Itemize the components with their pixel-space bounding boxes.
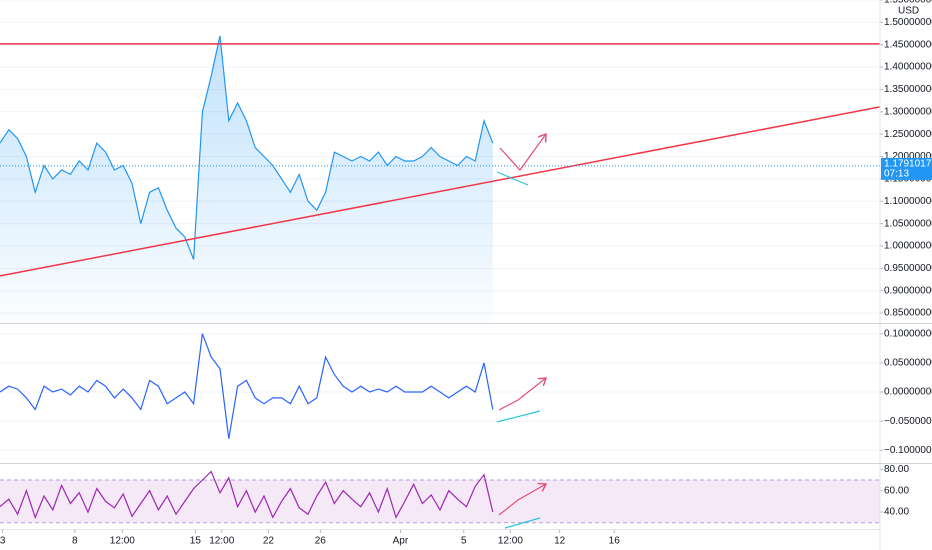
y-tick-label: 1.40000000 [884, 62, 932, 73]
x-tick-label: 8 [72, 536, 78, 547]
x-tick-label: 22 [263, 536, 275, 547]
y-tick-label: 40.00 [884, 507, 909, 518]
y-tick-label: 60.00 [884, 485, 909, 496]
y-tick-label: 80.00 [884, 464, 909, 475]
trend-drawing [496, 410, 541, 423]
y-tick-label: 1.05000000 [884, 218, 932, 229]
x-tick-label: 16 [609, 536, 621, 547]
x-tick-label: 12 [554, 536, 566, 547]
trend-drawing [496, 171, 529, 186]
panes: 3 8 12:00 15 12:00 22 26 Apr 5 12:00 12 16 [0, 0, 883, 547]
price-area [0, 35, 493, 323]
x-tick-label: 15 [190, 536, 202, 547]
y-tick-label: 1.45000000 [884, 39, 932, 50]
currency-label: USD [898, 6, 919, 17]
y-tick-label: 1.50000000 [884, 17, 932, 28]
x-tick-label: 26 [315, 536, 327, 547]
series-line [0, 333, 494, 439]
x-tick-label: 12:00 [110, 536, 135, 547]
y-tick-label: 1.20000000 [884, 151, 932, 162]
y-tick-label: 0.10000000 [884, 328, 932, 339]
x-tick-label: 12:00 [209, 536, 234, 547]
y-tick-label: 0.00000000 [884, 387, 932, 398]
projection-arrow [499, 134, 546, 171]
x-tick-label: 5 [461, 536, 467, 547]
y-tick-label: 0.95000000 [884, 263, 932, 274]
x-tick-label: 3 [0, 536, 6, 547]
y-tick-label: 1.30000000 [884, 106, 932, 117]
y-tick-label: 1.35000000 [884, 84, 932, 95]
series-line [0, 470, 494, 520]
projection-arrow [498, 484, 546, 516]
countdown-label: 07:13 [884, 169, 909, 180]
trend-line [0, 106, 881, 277]
last-price-box [881, 157, 932, 180]
last-price-label: 1.17910177 [884, 159, 932, 170]
y-tick-label: 0.85000000 [884, 308, 932, 319]
trend-drawing [504, 517, 541, 529]
x-tick-label: Apr [393, 536, 409, 547]
y-tick-label: −0.05000000 [884, 416, 932, 427]
y-tick-label: 1.10000000 [884, 196, 932, 207]
y-tick-label: 1.55000000 [884, 0, 932, 6]
y-tick-label: 0.05000000 [884, 358, 932, 369]
projection-arrow [498, 378, 546, 411]
y-tick-label: 0.90000000 [884, 285, 932, 296]
y-tick-label: −0.10000000 [884, 445, 932, 456]
y-tick-label: 1.25000000 [884, 129, 932, 140]
series-line [0, 35, 494, 260]
rsi-band [0, 480, 880, 523]
y-tick-label: 1.00000000 [884, 241, 932, 252]
x-tick-label: 12:00 [498, 536, 523, 547]
